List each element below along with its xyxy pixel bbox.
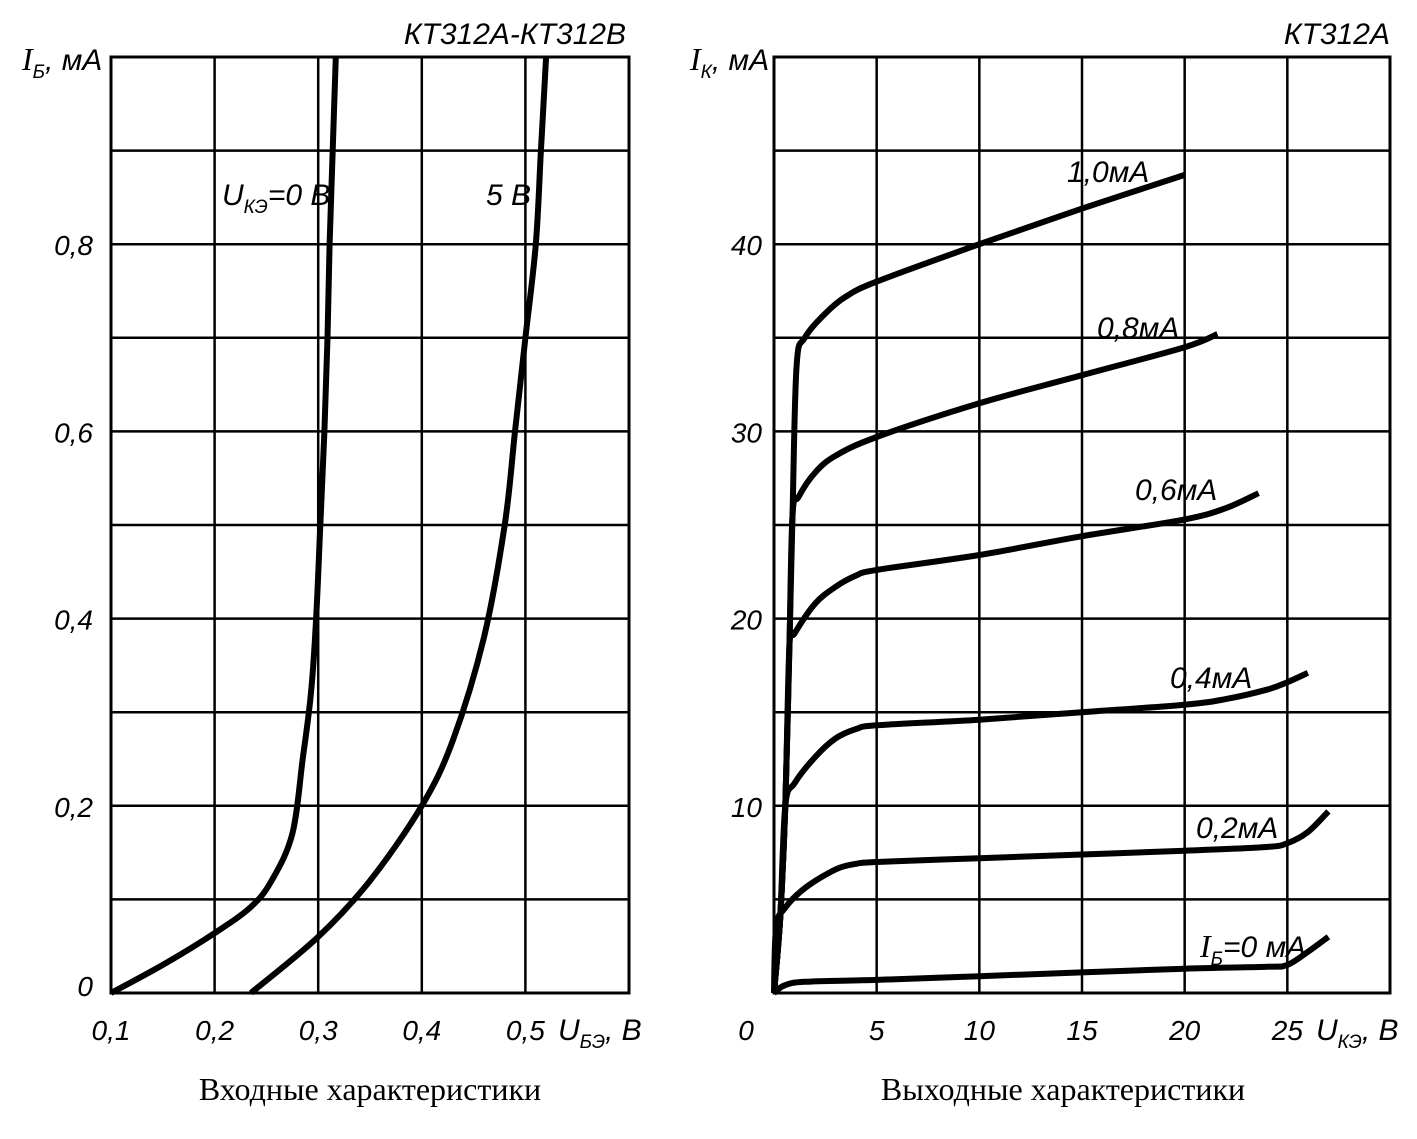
input-characteristics-chart: 0,1 0,2 0,3 0,4 0,5 0 0,2 0,4 0,6 0,8 КТ312А-КТ31… — [21, 18, 642, 1107]
plot-frame — [772, 55, 1392, 995]
x-tick-label: 5 — [869, 1015, 885, 1046]
x-tick-label: 25 — [1271, 1015, 1304, 1046]
series-label-0-2ma: 0,2мА — [1196, 812, 1278, 845]
y-tick-label: 0 — [77, 971, 93, 1002]
left-curves — [109, 56, 550, 996]
left-x-axis-label: UБЭ, В — [558, 1014, 642, 1053]
x-tick-label: 0 — [738, 1015, 754, 1046]
y-tick-label: 0,8 — [54, 230, 93, 261]
x-tick-label: 20 — [1168, 1015, 1201, 1046]
y-tick-label: 0,6 — [54, 417, 93, 448]
left-y-axis-label: IБ, мА — [21, 41, 102, 83]
y-tick-label: 10 — [731, 792, 763, 823]
right-caption: Выходные характеристики — [881, 1071, 1245, 1107]
series-label-uke-0v: UКЭ=0 В — [222, 179, 330, 218]
left-caption: Входные характеристики — [199, 1071, 541, 1107]
series-line — [771, 172, 1186, 994]
x-tick-label: 0,5 — [506, 1015, 545, 1046]
y-tick-label: 20 — [730, 605, 763, 636]
left-chart-title: КТ312А-КТ312В — [404, 18, 626, 51]
right-chart-title: КТ312А — [1284, 18, 1390, 51]
x-tick-label: 0,3 — [299, 1015, 338, 1046]
x-tick-label: 0,2 — [195, 1015, 234, 1046]
right-x-axis-label: UКЭ, В — [1316, 1014, 1399, 1053]
x-tick-label: 15 — [1066, 1015, 1098, 1046]
x-tick-label: 0,4 — [402, 1015, 441, 1046]
series-line — [109, 56, 339, 996]
y-tick-label: 40 — [731, 230, 763, 261]
x-tick-label: 0,1 — [92, 1015, 131, 1046]
series-label-1-0ma: 1,0мА — [1067, 156, 1149, 189]
series-line — [771, 331, 1219, 994]
right-grid: 0 5 10 15 20 25 10 20 30 40 — [730, 55, 1392, 1046]
right-y-axis-label: IК, мА — [689, 41, 769, 83]
series-line — [772, 934, 1331, 996]
y-tick-label: 30 — [731, 417, 763, 448]
series-label-0-4ma: 0,4мА — [1170, 662, 1252, 695]
series-label-0-8ma: 0,8мА — [1097, 312, 1179, 345]
left-grid: 0,1 0,2 0,3 0,4 0,5 0 0,2 0,4 0,6 0,8 — [54, 55, 631, 1046]
series-label-5v: 5 В — [486, 179, 531, 212]
right-curves — [771, 172, 1331, 996]
series-line — [771, 809, 1331, 994]
series-label-ib-0ma: IБ=0 мА — [1199, 928, 1306, 970]
series-label-0-6ma: 0,6мА — [1135, 474, 1217, 507]
x-tick-label: 10 — [964, 1015, 996, 1046]
y-tick-label: 0,2 — [54, 792, 93, 823]
y-tick-label: 0,4 — [54, 605, 93, 636]
series-line — [248, 56, 550, 996]
plot-frame — [109, 55, 631, 995]
